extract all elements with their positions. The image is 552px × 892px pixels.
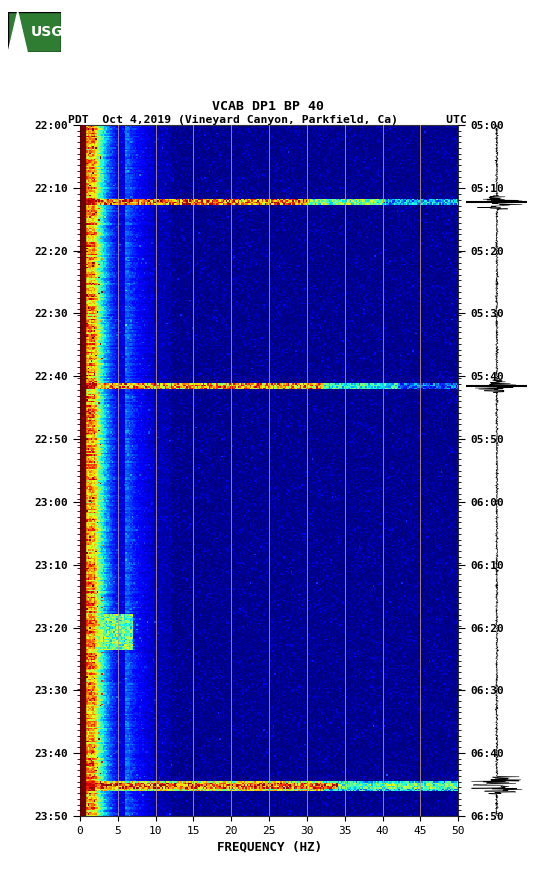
X-axis label: FREQUENCY (HZ): FREQUENCY (HZ) [216, 840, 322, 853]
Text: PDT  Oct 4,2019 (Vineyard Canyon, Parkfield, Ca)       UTC: PDT Oct 4,2019 (Vineyard Canyon, Parkfie… [68, 115, 467, 125]
Bar [80, 125, 84, 816]
FancyBboxPatch shape [8, 12, 61, 52]
Polygon shape [8, 12, 27, 52]
Text: VCAB DP1 BP 40: VCAB DP1 BP 40 [212, 100, 323, 113]
Text: USGS: USGS [30, 26, 73, 39]
